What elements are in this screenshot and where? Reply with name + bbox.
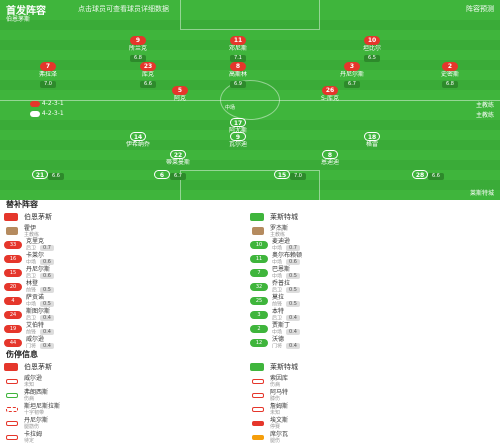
lineup-title: 首发阵容	[6, 6, 46, 17]
away-logo-icon	[250, 213, 264, 221]
home-player[interactable]: 8 高斯林 6.9	[228, 62, 247, 88]
injury-icon	[6, 434, 18, 440]
lineup-forecast-link[interactable]: 阵容预测	[466, 5, 494, 13]
home-player[interactable]: 3 丹尼尔斯 6.7	[339, 62, 364, 88]
list-item[interactable]: 16 卡莱尔 中场 0.6	[4, 252, 250, 266]
list-item[interactable]: 7 巴恩斯 中场 0.5	[250, 266, 496, 280]
home-team-name: 伯恩茅斯	[24, 363, 52, 371]
injury-icon	[6, 392, 18, 398]
list-item[interactable]: 霍伊 主教练	[4, 224, 250, 238]
away-formation: 4-2-3-1	[30, 110, 64, 117]
home-logo-icon	[4, 363, 18, 371]
list-item[interactable]: 弗朗西斯 伤病	[4, 388, 250, 402]
away-player[interactable]: 9 瓦尔迪	[228, 132, 247, 148]
home-logo-icon	[30, 100, 40, 107]
lineup-subtitle: 点击球员可查看球员详细数据	[78, 5, 169, 13]
home-player[interactable]: 5 阿克	[172, 86, 188, 102]
injury-icon	[252, 392, 264, 398]
lineup-pitch: 首发阵容 点击球员可查看球员详细数据 阵容预测 伯恩茅斯 9 所兰克 6.8 11 邓…	[0, 0, 500, 200]
list-item[interactable]: 24 斯图尔斯 后卫 0.4	[4, 308, 250, 322]
list-item[interactable]: 索因库 伤病	[250, 374, 496, 388]
away-team-name: 莱斯特城	[270, 213, 298, 221]
list-item[interactable]: 2 贾斯丁 中场 0.4	[250, 322, 496, 336]
home-player[interactable]: 26 S-库克	[321, 86, 339, 102]
center-label: 中场	[225, 105, 236, 111]
home-player[interactable]: 2 史密斯 6.8	[440, 62, 459, 88]
home-player[interactable]: 7 弗拉泽 7.0	[38, 62, 57, 88]
away-player[interactable]: 6 6.7	[140, 170, 200, 180]
list-item[interactable]: 4 萨贡诺 中场 0.5	[4, 294, 250, 308]
away-team-label: 莱斯特城	[469, 190, 494, 197]
home-player[interactable]: 23 库克 6.6	[140, 62, 156, 88]
penalty-box-bottom	[180, 170, 320, 200]
away-player[interactable]: 28 6.6	[398, 170, 458, 180]
home-player[interactable]: 10 坦比尔 6.5	[362, 36, 381, 62]
injury-icon	[252, 434, 264, 440]
list-item[interactable]: 阿马特 膝伤	[250, 388, 496, 402]
home-subs: 伯恩茅斯 霍伊 主教练 33 克里克 后卫 0.7 16 卡莱尔 中场 0.6 15 丹尼尔斯后…	[4, 210, 250, 350]
home-player[interactable]: 11 邓尼斯 7.1	[228, 36, 247, 62]
home-team-label: 伯恩茅斯	[6, 16, 31, 23]
avatar	[6, 227, 18, 235]
list-item[interactable]: 10 麦迪逊 中场 0.7	[250, 238, 496, 252]
away-player[interactable]: 17 阿尤斯	[228, 118, 247, 134]
list-item[interactable]: 詹姆斯 未知	[250, 402, 496, 416]
list-item[interactable]: 席尔瓦 腿伤	[250, 430, 496, 444]
injury-title: 伤停信息	[6, 350, 38, 359]
list-item[interactable]: 罗杰斯 主教练	[250, 224, 496, 238]
away-player[interactable]: 18 格雷	[364, 132, 380, 148]
list-item[interactable]: 丹尼尔斯 腿筋伤	[4, 416, 250, 430]
injury-icon	[252, 378, 264, 384]
penalty-box-top	[180, 0, 320, 30]
away-injuries: 莱斯特城 索因库 伤病 阿马特 膝伤 詹姆斯 未知 埃文斯 停赛 席尔瓦 腿伤	[250, 360, 496, 444]
list-item[interactable]: 威尔逊 未知	[4, 374, 250, 388]
away-logo-icon	[30, 110, 40, 117]
injury-icon	[252, 406, 264, 412]
avatar	[252, 227, 264, 235]
home-coach: 主教练	[475, 102, 494, 109]
injury-section: 伯恩茅斯 威尔逊 未知 弗朗西斯 伤病 斯坦尼斯拉斯 十字韧带 丹尼尔斯 腿筋伤 卡拉姆…	[0, 360, 500, 444]
home-formation: 4-2-3-1	[30, 100, 64, 107]
list-item[interactable]: 19 艾伯特 前锋 0.4	[4, 322, 250, 336]
subs-title: 替补阵容	[6, 200, 38, 209]
away-team-name: 莱斯特城	[270, 363, 298, 371]
center-circle	[220, 80, 280, 120]
list-item[interactable]: 卡拉姆 待定	[4, 430, 250, 444]
home-injuries: 伯恩茅斯 威尔逊 未知 弗朗西斯 伤病 斯坦尼斯拉斯 十字韧带 丹尼尔斯 腿筋伤 卡拉姆…	[4, 360, 250, 444]
list-item[interactable]: 25 莫拉 前锋 0.5	[250, 294, 496, 308]
list-item[interactable]: 12 沃德 门将 0.4	[250, 336, 496, 350]
away-player[interactable]: 21 6.6	[18, 170, 78, 180]
list-item[interactable]: 33 克里克 后卫 0.7	[4, 238, 250, 252]
home-player[interactable]: 9 所兰克 6.8	[128, 36, 147, 62]
list-item[interactable]: 15 丹尼尔斯 后卫 0.6	[4, 266, 250, 280]
list-item[interactable]: 斯坦尼斯拉斯 十字韧带	[4, 402, 250, 416]
injury-icon	[6, 378, 18, 384]
injury-icon	[6, 420, 18, 426]
list-item[interactable]: 埃文斯 停赛	[250, 416, 496, 430]
subs-section: 伯恩茅斯 霍伊 主教练 33 克里克 后卫 0.7 16 卡莱尔 中场 0.6 15 丹尼尔斯后…	[0, 210, 500, 350]
away-player[interactable]: 22 蒂莱曼斯	[165, 150, 190, 166]
away-subs: 莱斯特城 罗杰斯 主教练 10 麦迪逊 中场 0.7 11 奥尔布赖顿 中场 0.6 7 巴恩斯…	[250, 210, 496, 350]
red-card-icon	[252, 420, 264, 426]
injury-icon	[6, 406, 18, 412]
list-item[interactable]: 3 本特 后卫 0.4	[250, 308, 496, 322]
away-player[interactable]: 15 7.0	[260, 170, 320, 180]
home-logo-icon	[4, 213, 18, 221]
away-player[interactable]: 8 恩迪迪	[320, 150, 339, 166]
list-item[interactable]: 11 奥尔布赖顿 中场 0.6	[250, 252, 496, 266]
away-coach: 主教练	[475, 112, 494, 119]
home-team-name: 伯恩茅斯	[24, 213, 52, 221]
away-player[interactable]: 14 伊希纳乔	[125, 132, 150, 148]
list-item[interactable]: 20 林登 前锋 0.5	[4, 280, 250, 294]
away-logo-icon	[250, 363, 264, 371]
list-item[interactable]: 44 威尔逊 门将 0.4	[4, 336, 250, 350]
list-item[interactable]: 32 乔普拉 后卫 0.5	[250, 280, 496, 294]
